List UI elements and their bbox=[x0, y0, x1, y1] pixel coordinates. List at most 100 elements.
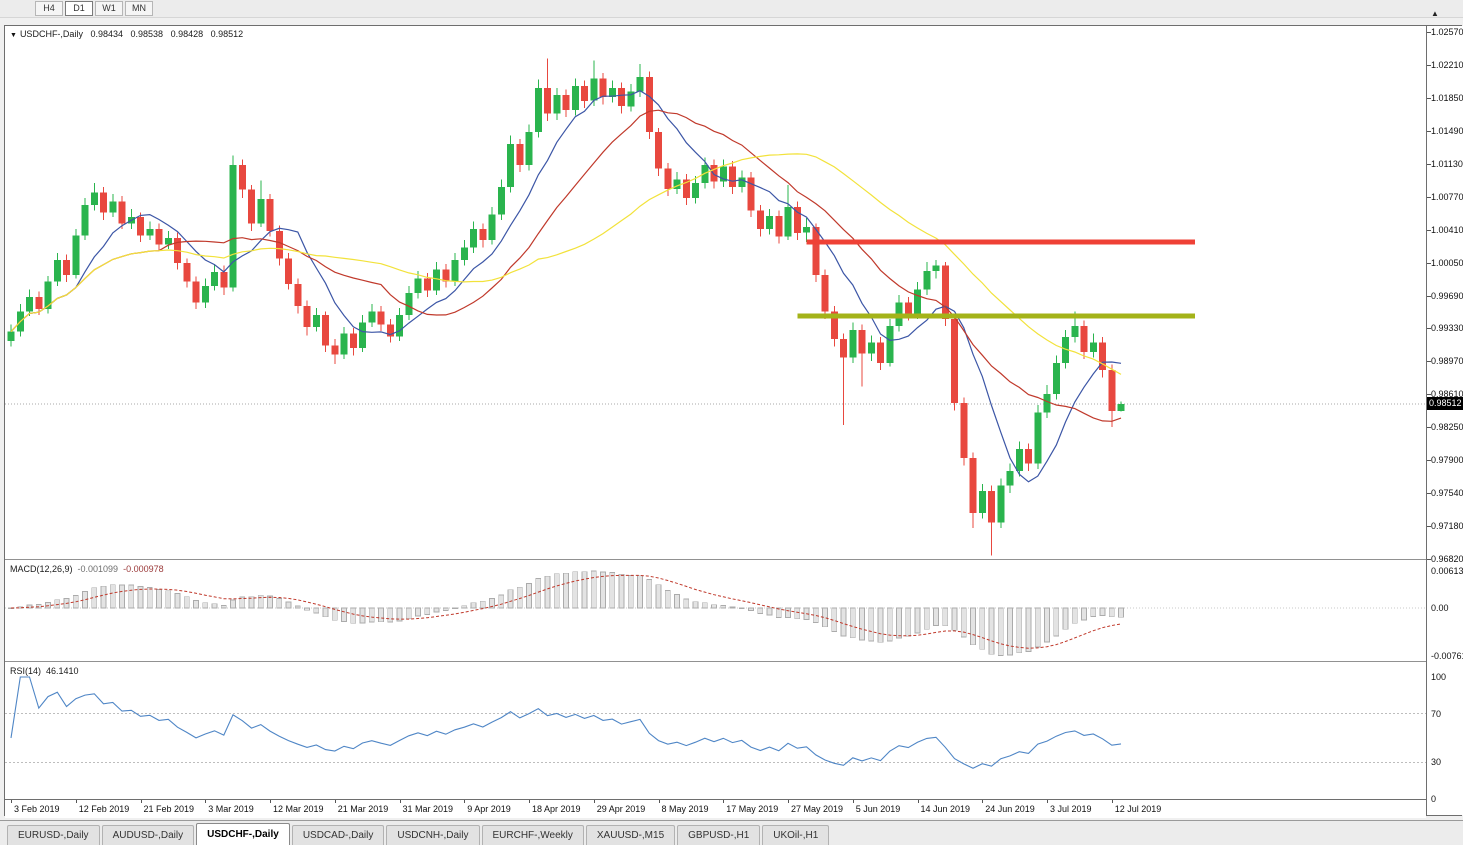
date-axis-label: 12 Jul 2019 bbox=[1114, 804, 1162, 814]
date-axis-label: 29 Apr 2019 bbox=[596, 804, 646, 814]
price-axis-label: 0.98250 bbox=[1431, 422, 1463, 433]
date-axis-tick bbox=[1111, 800, 1113, 803]
price-axis-label: 1.00770 bbox=[1431, 191, 1463, 202]
price-axis-label: 1.02570 bbox=[1431, 27, 1463, 37]
chart-tab-gbpusd-h1[interactable]: GBPUSD-,H1 bbox=[677, 825, 761, 845]
price-axis-tick bbox=[1427, 361, 1431, 363]
chart-dropdown-icon[interactable]: ▼ bbox=[10, 32, 17, 39]
date-axis[interactable]: 3 Feb 2019 12 Feb 2019 21 Feb 2019 3 Mar 20… bbox=[5, 799, 1426, 818]
price-axis-tick bbox=[1427, 493, 1431, 495]
rsi-axis-label: 0 bbox=[1431, 794, 1437, 804]
rsi-panel: RSI(14) 46.1410 bbox=[5, 663, 1426, 799]
timeframe-button-w1[interactable]: W1 bbox=[95, 1, 123, 16]
macd-axis-label: 0.00 bbox=[1431, 603, 1449, 613]
macd-axis-label: 0.00613 bbox=[1431, 566, 1463, 576]
price-axis-label: 1.00410 bbox=[1431, 224, 1463, 235]
price-axis-tick bbox=[1427, 328, 1431, 330]
date-axis-label: 21 Feb 2019 bbox=[143, 804, 195, 814]
price-axis-label: 0.98610 bbox=[1431, 389, 1463, 400]
macd-canvas[interactable] bbox=[5, 561, 1426, 661]
macd-label: MACD(12,26,9) -0.001099 -0.000978 bbox=[10, 564, 169, 574]
price-chart-panel: ▼ USDCHF-,Daily 0.98434 0.98538 0.98428 0… bbox=[5, 26, 1426, 559]
scroll-marker-icon[interactable]: ▲ bbox=[1431, 9, 1439, 18]
chart-tab-ukoil-h1[interactable]: UKOil-,H1 bbox=[762, 825, 830, 845]
timeframe-button-group: H4 D1 W1 MN bbox=[33, 1, 153, 16]
date-axis-tick bbox=[270, 800, 271, 803]
price-axis-tick bbox=[1427, 196, 1431, 198]
date-axis-label: 17 May 2019 bbox=[726, 804, 779, 814]
date-axis-label: 5 Jun 2019 bbox=[855, 804, 901, 814]
price-axis-label: 0.97180 bbox=[1431, 521, 1463, 532]
chart-header: ▼ USDCHF-,Daily 0.98434 0.98538 0.98428 0… bbox=[10, 29, 248, 39]
price-axis-tick bbox=[1427, 262, 1431, 264]
price-scale[interactable]: 0.98512 1.02570 1.02210 1.01850 1.01490 1.01… bbox=[1426, 26, 1463, 815]
date-axis-tick bbox=[140, 800, 142, 803]
macd-value-main: -0.001099 bbox=[77, 564, 119, 574]
rsi-axis-label: 30 bbox=[1431, 757, 1442, 768]
date-axis-label: 12 Feb 2019 bbox=[78, 804, 130, 814]
price-axis-label: 0.99690 bbox=[1431, 290, 1463, 301]
rsi-canvas[interactable] bbox=[5, 663, 1426, 799]
panel-divider[interactable] bbox=[5, 559, 1461, 562]
price-axis-label: 1.02210 bbox=[1431, 59, 1463, 70]
price-axis-label: 0.99330 bbox=[1431, 323, 1463, 334]
date-axis-label: 3 Feb 2019 bbox=[14, 804, 60, 814]
date-axis-tick bbox=[75, 800, 77, 803]
ohlc-low: 0.98428 bbox=[170, 29, 204, 39]
date-axis-label: 18 Apr 2019 bbox=[532, 804, 581, 814]
price-axis-label: 0.96820 bbox=[1431, 554, 1463, 564]
chart-tab-eurusd-daily[interactable]: EURUSD-,Daily bbox=[7, 825, 100, 845]
date-axis-tick bbox=[334, 800, 336, 803]
price-axis-tick bbox=[1427, 460, 1431, 462]
price-axis-tick bbox=[1427, 163, 1431, 165]
timeframe-toolbar: H4 D1 W1 MN bbox=[0, 0, 1463, 18]
chart-tab-xauusd-m15[interactable]: XAUUSD-,M15 bbox=[585, 825, 676, 845]
chart-tab-usdcnh-daily[interactable]: USDCNH-,Daily bbox=[386, 825, 480, 845]
chart-tab-usdchf-daily[interactable]: USDCHF-,Daily bbox=[196, 823, 290, 845]
price-axis-tick bbox=[1427, 295, 1431, 297]
price-axis-label: 1.00050 bbox=[1431, 257, 1463, 268]
price-axis-tick bbox=[1427, 394, 1431, 396]
chart-tab-eurchf-weekly[interactable]: EURCHF-,Weekly bbox=[481, 825, 584, 845]
macd-name: MACD(12,26,9) bbox=[10, 564, 73, 574]
date-axis-tick bbox=[852, 800, 854, 803]
date-axis-tick bbox=[11, 800, 12, 803]
rsi-value: 46.1410 bbox=[46, 666, 79, 676]
chart-tab-usdcad-daily[interactable]: USDCAD-,Daily bbox=[291, 825, 385, 845]
price-axis-label: 1.01850 bbox=[1431, 92, 1463, 103]
date-axis-tick bbox=[917, 800, 919, 803]
price-axis-label: 0.97900 bbox=[1431, 455, 1463, 466]
date-axis-label: 27 May 2019 bbox=[791, 804, 844, 814]
date-axis-tick bbox=[982, 800, 984, 803]
chart-tab-audusd-daily[interactable]: AUDUSD-,Daily bbox=[101, 825, 195, 845]
timeframe-button-d1[interactable]: D1 bbox=[65, 1, 93, 16]
timeframe-button-h4[interactable]: H4 bbox=[35, 1, 63, 16]
price-axis-tick bbox=[1427, 130, 1431, 132]
ohlc-close: 0.98512 bbox=[210, 29, 244, 39]
price-axis-label: 0.98970 bbox=[1431, 356, 1463, 367]
price-axis-tick bbox=[1427, 97, 1431, 99]
date-axis-label: 8 May 2019 bbox=[661, 804, 709, 814]
price-axis-label: 1.01490 bbox=[1431, 125, 1463, 136]
date-axis-tick bbox=[399, 800, 401, 803]
date-axis-label: 3 Jul 2019 bbox=[1050, 804, 1092, 814]
current-price-tag: 0.98512 bbox=[1427, 397, 1463, 411]
date-axis-label: 12 Mar 2019 bbox=[273, 804, 324, 814]
date-axis-tick bbox=[788, 800, 789, 803]
rsi-name: RSI(14) bbox=[10, 666, 42, 676]
chart-tab-bar: EURUSD-,Daily AUDUSD-,Daily USDCHF-,Daily U… bbox=[0, 820, 1463, 845]
timeframe-button-mn[interactable]: MN bbox=[125, 1, 153, 16]
ohlc-open: 0.98434 bbox=[90, 29, 123, 39]
rsi-axis-label: 70 bbox=[1431, 708, 1442, 719]
date-axis-tick bbox=[593, 800, 595, 803]
date-axis-label: 24 Jun 2019 bbox=[985, 804, 1035, 814]
rsi-label: RSI(14) 46.1410 bbox=[10, 666, 84, 676]
date-axis-label: 31 Mar 2019 bbox=[402, 804, 454, 814]
price-chart-canvas[interactable] bbox=[5, 26, 1426, 559]
rsi-axis-label: 100 bbox=[1431, 672, 1447, 682]
ohlc-high: 0.98538 bbox=[130, 29, 164, 39]
date-axis-label: 21 Mar 2019 bbox=[337, 804, 389, 814]
date-axis-label: 9 Apr 2019 bbox=[467, 804, 511, 814]
panel-divider[interactable] bbox=[5, 661, 1461, 664]
